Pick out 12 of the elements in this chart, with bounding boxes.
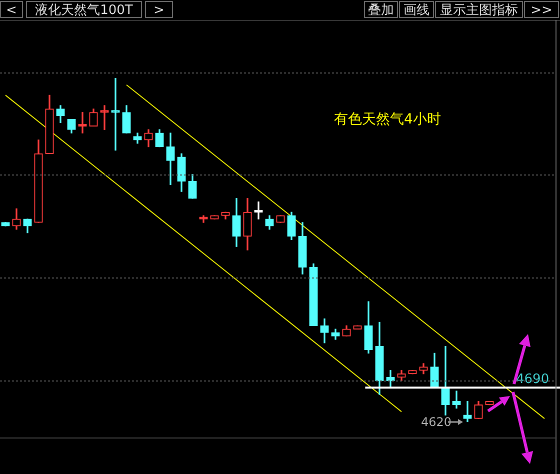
text: 显示主图指标 (435, 1, 523, 18)
candlestick (452, 390, 461, 409)
chart-title: 液化天然气100T (26, 1, 142, 18)
text: 叠加 (364, 1, 398, 18)
annotation: 有色天然气4小时 (334, 112, 441, 128)
candlestick (463, 401, 472, 422)
annotation: 4620 (421, 415, 452, 430)
text: >> (524, 1, 559, 18)
text: < (0, 1, 23, 18)
annotation: 4690 (516, 372, 550, 387)
text: > (145, 1, 173, 18)
text: 画线 (399, 1, 434, 18)
